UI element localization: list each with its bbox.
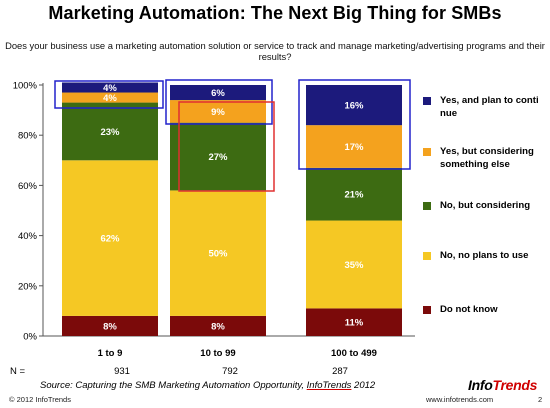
- bar-segment: [170, 122, 266, 191]
- website-url: www.infotrends.com: [426, 395, 494, 404]
- n-value-2: 792: [222, 366, 238, 377]
- bar-segment: [306, 308, 402, 336]
- source-brand: InfoTrends: [306, 380, 352, 391]
- bar-segment: [62, 92, 158, 103]
- y-tick-label: 20%: [18, 281, 38, 292]
- n-value-3: 287: [332, 366, 348, 377]
- bar-segment: [306, 167, 402, 221]
- bar-segment: [62, 315, 158, 336]
- legend-entry: Yes, but considering something else: [440, 146, 534, 170]
- bar-segment: [62, 102, 158, 161]
- data-label: 17%: [344, 142, 364, 153]
- legend-entry: No, but considering: [440, 200, 531, 211]
- page-title: Marketing Automation: The Next Big Thing…: [48, 3, 502, 23]
- source-note: Source: Capturing the SMB Marketing Auto…: [40, 380, 375, 391]
- data-label: 50%: [208, 249, 228, 260]
- legend-entry: Do not know: [440, 304, 498, 315]
- y-tick-label: 100%: [13, 81, 38, 92]
- legend-entry: No, no plans to use: [440, 250, 529, 261]
- data-label: 62%: [100, 234, 120, 245]
- page-number: 2: [538, 395, 543, 404]
- bar-segment: [62, 82, 158, 93]
- chart-subtitle: Does your business use a marketing autom…: [5, 40, 545, 62]
- bar-segment: [170, 315, 266, 336]
- highlight-box: [298, 79, 411, 170]
- data-label: 4%: [103, 83, 117, 94]
- legend-swatch: [423, 97, 431, 105]
- copyright: © 2012 InfoTrends: [9, 395, 71, 404]
- category-label: 10 to 99: [200, 348, 235, 359]
- legend-swatch: [423, 202, 431, 210]
- data-label: 4%: [103, 93, 117, 104]
- n-value-1: 931: [114, 366, 130, 377]
- highlight-box: [178, 101, 275, 192]
- source-year: 2012: [351, 380, 376, 391]
- legend-entry: Yes, and plan to conti nue: [440, 95, 539, 119]
- data-label: 21%: [344, 190, 364, 201]
- bar-segment: [170, 100, 266, 123]
- highlight-box: [54, 80, 164, 109]
- y-tick-label: 80%: [18, 131, 38, 142]
- data-label: 23%: [100, 127, 120, 138]
- bar-segment: [306, 125, 402, 168]
- legend-swatch: [423, 148, 431, 156]
- data-label: 35%: [344, 260, 364, 271]
- bar-segment: [306, 220, 402, 309]
- bar-segment: [62, 160, 158, 316]
- y-tick-label: 40%: [18, 231, 38, 242]
- data-label: 8%: [211, 321, 225, 332]
- data-label: 27%: [208, 152, 228, 163]
- source-prefix: Source: Capturing the SMB Marketing Auto…: [40, 380, 307, 391]
- legend-swatch: [423, 306, 431, 314]
- n-label: N =: [10, 366, 26, 377]
- bar-segment: [306, 85, 402, 126]
- infotrends-logo: InfoTrends: [468, 377, 538, 393]
- bar-segment: [170, 85, 266, 101]
- category-label: 1 to 9: [98, 348, 123, 359]
- data-label: 11%: [345, 318, 364, 329]
- y-tick-label: 0%: [23, 332, 37, 343]
- data-label: 9%: [211, 107, 225, 118]
- data-label: 6%: [211, 88, 225, 99]
- legend-swatch: [423, 252, 431, 260]
- category-label: 100 to 499: [331, 348, 377, 359]
- y-tick-label: 60%: [18, 181, 38, 192]
- bar-segment: [170, 190, 266, 316]
- data-label: 16%: [344, 101, 364, 112]
- data-label: 8%: [103, 321, 117, 332]
